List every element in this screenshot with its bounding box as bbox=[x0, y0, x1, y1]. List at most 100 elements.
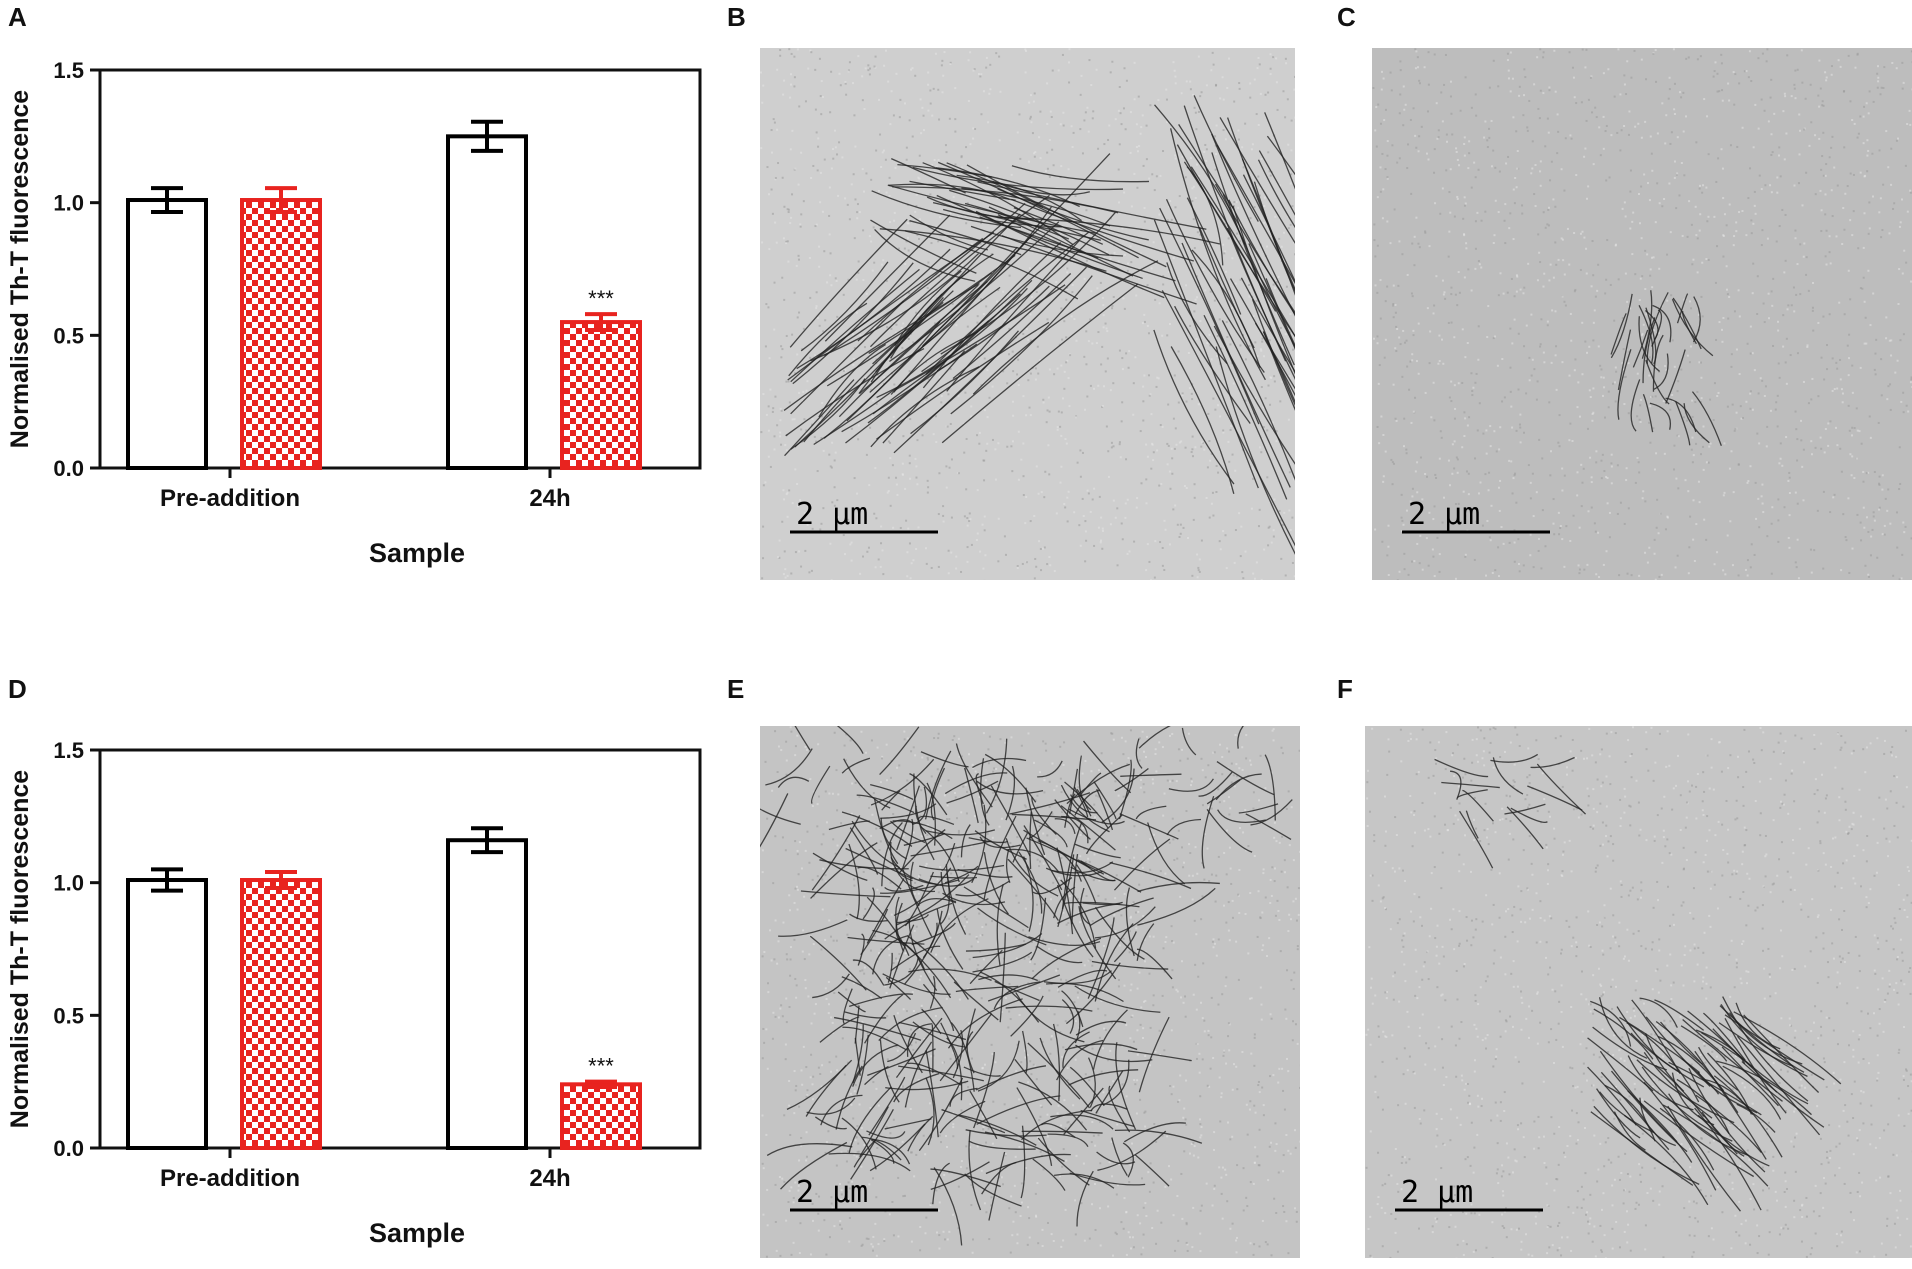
noise-speckle bbox=[1102, 326, 1105, 329]
noise-speckle bbox=[1117, 260, 1120, 263]
noise-speckle bbox=[844, 759, 847, 762]
noise-speckle bbox=[1171, 986, 1174, 989]
noise-speckle bbox=[1810, 440, 1813, 443]
noise-speckle bbox=[1057, 69, 1060, 72]
noise-speckle bbox=[937, 240, 940, 243]
noise-speckle bbox=[1057, 1104, 1060, 1107]
noise-speckle bbox=[839, 84, 842, 87]
noise-speckle bbox=[785, 493, 788, 496]
noise-speckle bbox=[1643, 173, 1646, 176]
noise-speckle bbox=[1560, 237, 1563, 240]
noise-speckle bbox=[1618, 574, 1621, 577]
noise-speckle bbox=[1453, 336, 1456, 339]
noise-speckle bbox=[1389, 242, 1392, 245]
noise-speckle bbox=[1700, 376, 1703, 379]
noise-speckle bbox=[1481, 524, 1484, 527]
noise-speckle bbox=[1255, 561, 1258, 564]
noise-speckle bbox=[1024, 805, 1027, 808]
noise-speckle bbox=[1887, 166, 1890, 169]
noise-speckle bbox=[1084, 408, 1087, 411]
noise-speckle bbox=[967, 59, 970, 62]
noise-speckle bbox=[1145, 158, 1148, 161]
noise-speckle bbox=[1856, 136, 1859, 139]
noise-speckle bbox=[1126, 269, 1129, 272]
noise-speckle bbox=[794, 840, 797, 843]
noise-speckle bbox=[1424, 473, 1427, 476]
noise-speckle bbox=[1190, 156, 1193, 159]
noise-speckle bbox=[1074, 1058, 1077, 1061]
noise-speckle bbox=[1436, 137, 1439, 140]
noise-speckle bbox=[1174, 157, 1177, 160]
noise-speckle bbox=[1128, 951, 1131, 954]
noise-speckle bbox=[1799, 293, 1802, 296]
noise-speckle bbox=[800, 565, 803, 568]
noise-speckle bbox=[796, 734, 799, 737]
noise-speckle bbox=[1493, 234, 1496, 237]
noise-speckle bbox=[1029, 313, 1032, 316]
noise-speckle bbox=[1733, 235, 1736, 238]
noise-speckle bbox=[1872, 100, 1875, 103]
noise-speckle bbox=[840, 1193, 843, 1196]
noise-speckle bbox=[843, 1073, 846, 1076]
noise-speckle bbox=[1397, 284, 1400, 287]
noise-speckle bbox=[865, 292, 868, 295]
noise-speckle bbox=[1222, 530, 1225, 533]
noise-speckle bbox=[1270, 1254, 1273, 1257]
noise-speckle bbox=[1285, 1057, 1288, 1060]
noise-speckle bbox=[915, 1153, 918, 1156]
noise-speckle bbox=[1561, 538, 1564, 541]
noise-speckle bbox=[1641, 332, 1644, 335]
noise-speckle bbox=[1551, 309, 1554, 312]
noise-speckle bbox=[1377, 103, 1380, 106]
noise-speckle bbox=[761, 577, 764, 580]
noise-speckle bbox=[1099, 539, 1102, 542]
noise-speckle bbox=[1171, 969, 1174, 972]
noise-speckle bbox=[838, 141, 841, 144]
noise-speckle bbox=[821, 878, 824, 881]
noise-speckle bbox=[1910, 50, 1912, 53]
noise-speckle bbox=[960, 166, 963, 169]
noise-speckle bbox=[1810, 571, 1813, 574]
noise-speckle bbox=[1862, 470, 1865, 473]
noise-speckle bbox=[814, 108, 817, 111]
noise-speckle bbox=[1450, 321, 1453, 324]
noise-speckle bbox=[886, 1015, 889, 1018]
noise-speckle bbox=[1168, 270, 1171, 273]
noise-speckle bbox=[1517, 562, 1520, 565]
noise-speckle bbox=[1905, 404, 1908, 407]
noise-speckle bbox=[1414, 134, 1417, 137]
noise-speckle bbox=[1289, 1152, 1292, 1155]
noise-speckle bbox=[1182, 526, 1185, 529]
noise-speckle bbox=[1864, 316, 1867, 319]
noise-speckle bbox=[895, 1144, 898, 1147]
noise-speckle bbox=[779, 1254, 782, 1257]
noise-speckle bbox=[1443, 291, 1446, 294]
noise-speckle bbox=[1209, 344, 1212, 347]
noise-speckle bbox=[1589, 76, 1592, 79]
noise-speckle bbox=[1250, 763, 1253, 766]
noise-speckle bbox=[1172, 838, 1175, 841]
noise-speckle bbox=[1432, 555, 1435, 558]
noise-speckle bbox=[877, 1104, 880, 1107]
noise-speckle bbox=[1757, 392, 1760, 395]
noise-speckle bbox=[867, 64, 870, 67]
noise-speckle bbox=[1274, 1122, 1277, 1125]
noise-speckle bbox=[1683, 298, 1686, 301]
noise-speckle bbox=[1033, 155, 1036, 158]
noise-speckle bbox=[898, 764, 901, 767]
noise-speckle bbox=[1143, 207, 1146, 210]
noise-speckle bbox=[1616, 131, 1619, 134]
noise-speckle bbox=[1197, 55, 1200, 58]
noise-speckle bbox=[1413, 264, 1416, 267]
noise-speckle bbox=[1663, 198, 1666, 201]
noise-speckle bbox=[1264, 397, 1267, 400]
noise-speckle bbox=[808, 861, 811, 864]
noise-speckle bbox=[1278, 237, 1281, 240]
noise-speckle bbox=[1244, 358, 1247, 361]
noise-speckle bbox=[1158, 213, 1161, 216]
noise-speckle bbox=[776, 424, 779, 427]
noise-speckle bbox=[793, 1070, 796, 1073]
noise-speckle bbox=[957, 216, 960, 219]
noise-speckle bbox=[945, 486, 948, 489]
noise-speckle bbox=[1501, 400, 1504, 403]
